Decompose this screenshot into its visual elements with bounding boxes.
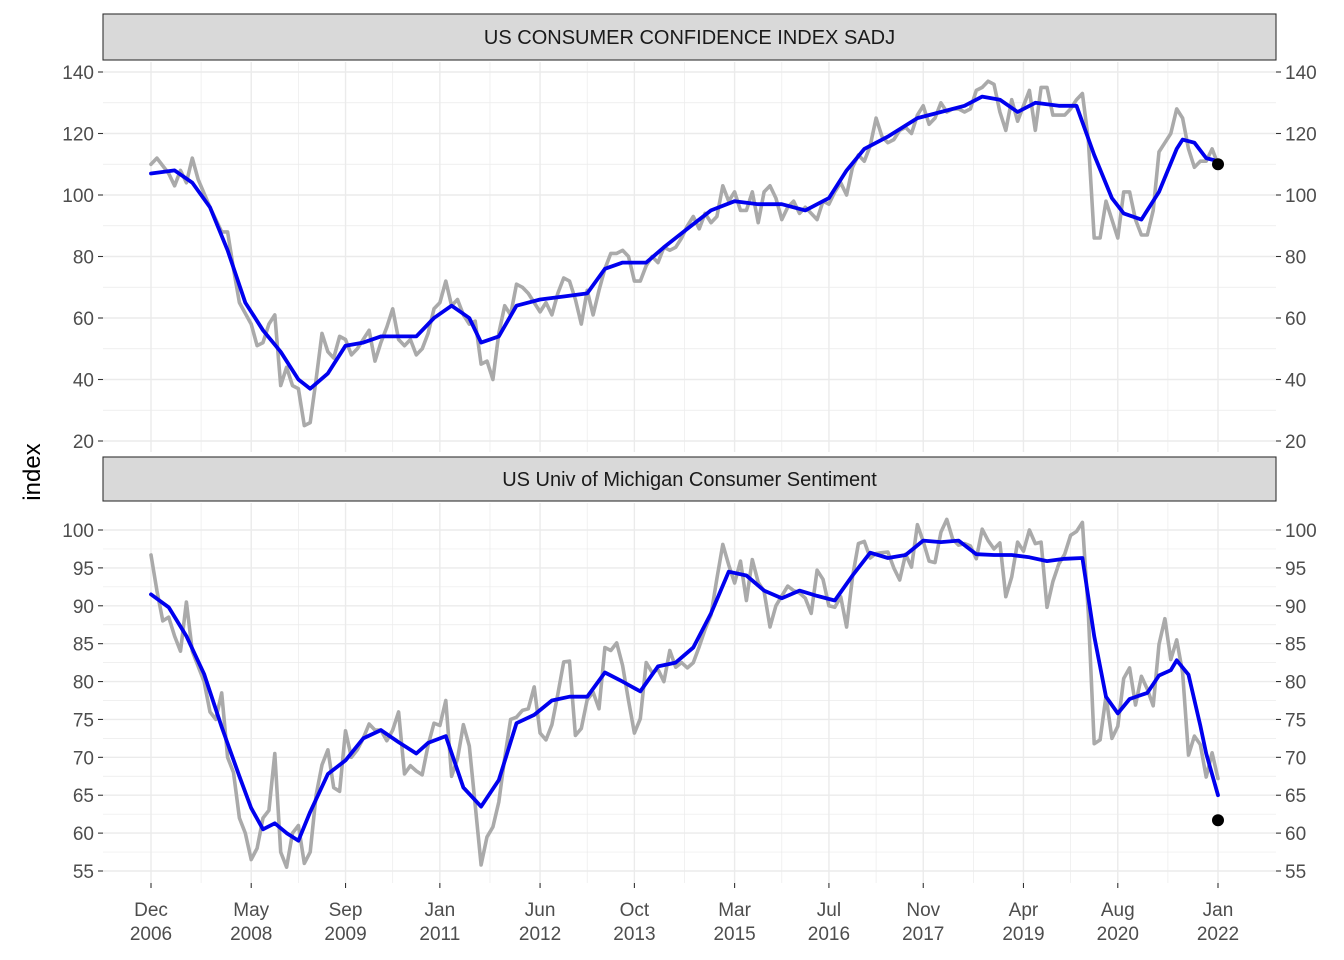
y-tick-label-left: 140	[62, 63, 94, 84]
y-tick-label-right: 95	[1285, 559, 1306, 580]
series-line-raw	[149, 517, 1220, 869]
y-tick-label-right: 120	[1285, 125, 1317, 146]
x-tick-label-year: 2022	[1197, 924, 1239, 945]
x-tick-label-month: May	[233, 900, 269, 921]
x-tick-label-year: 2015	[713, 924, 755, 945]
y-tick-label-right: 140	[1285, 63, 1317, 84]
panel-strip	[102, 456, 1277, 502]
x-tick-label-year: 2006	[130, 924, 172, 945]
x-tick-label-month: Mar	[718, 900, 751, 921]
x-tick-label-month: Jun	[525, 900, 556, 921]
x-tick-label-year: 2009	[324, 924, 366, 945]
y-tick-label-right: 80	[1285, 248, 1306, 269]
y-tick-label-left: 65	[73, 786, 94, 807]
y-tick-label-left: 95	[73, 559, 94, 580]
y-tick-label-right: 100	[1285, 186, 1317, 207]
y-tick-label-right: 40	[1285, 371, 1306, 392]
panel-title: US Univ of Michigan Consumer Sentiment	[502, 469, 877, 491]
panel-consumer-confidence: US CONSUMER CONFIDENCE INDEX SADJ 20 20 40 4…	[62, 13, 1317, 453]
x-tick-label-year: 2019	[1002, 924, 1044, 945]
x-tick-label-month: Oct	[620, 900, 650, 921]
y-tick-label-left: 60	[73, 824, 94, 845]
x-tick-label-month: Dec	[134, 900, 168, 921]
y-tick-label-right: 60	[1285, 824, 1306, 845]
y-tick-label-left: 70	[73, 748, 94, 769]
x-tick-label-year: 2011	[419, 924, 460, 945]
last-value-point	[1212, 814, 1224, 827]
y-axis-label: index	[19, 443, 46, 500]
y-tick-label-left: 55	[73, 862, 94, 883]
x-tick-label-year: 2016	[808, 924, 850, 945]
y-tick-label-left: 60	[73, 309, 94, 330]
x-tick-label-year: 2012	[519, 924, 561, 945]
y-tick-label-right: 100	[1285, 521, 1317, 542]
y-tick-label-right: 80	[1285, 673, 1306, 694]
x-tick-label-month: Jan	[425, 900, 456, 921]
x-tick-label-year: 2013	[613, 924, 655, 945]
y-tick-label-right: 55	[1285, 862, 1306, 883]
x-tick-label-month: Aug	[1101, 900, 1135, 921]
y-tick-label-left: 40	[73, 371, 94, 392]
x-tick-label-month: Jan	[1203, 900, 1234, 921]
y-tick-label-left: 90	[73, 597, 94, 618]
panel-strip	[102, 13, 1277, 61]
y-tick-label-right: 70	[1285, 748, 1306, 769]
y-tick-label-left: 20	[73, 432, 94, 453]
y-tick-label-left: 85	[73, 635, 94, 656]
y-tick-label-left: 100	[62, 521, 94, 542]
x-tick-label-month: Apr	[1009, 900, 1039, 921]
y-tick-label-right: 75	[1285, 710, 1306, 731]
y-tick-label-left: 80	[73, 248, 94, 269]
x-tick-label-month: Sep	[329, 900, 363, 921]
y-tick-label-right: 85	[1285, 635, 1306, 656]
x-tick-label-year: 2020	[1097, 924, 1139, 945]
panel-title: US CONSUMER CONFIDENCE INDEX SADJ	[484, 27, 895, 49]
y-tick-label-right: 90	[1285, 597, 1306, 618]
y-tick-label-left: 75	[73, 710, 94, 731]
x-tick-label-month: Nov	[906, 900, 940, 921]
y-tick-label-right: 60	[1285, 309, 1306, 330]
last-value-point	[1212, 158, 1224, 171]
y-tick-label-right: 20	[1285, 432, 1306, 453]
x-axis: Dec 2006 May 2008 Sep 2009 Jan 2011 Jun 2012 Oct 20…	[130, 883, 1239, 945]
x-tick-label-month: Jul	[817, 900, 841, 921]
x-tick-label-year: 2017	[902, 924, 944, 945]
y-tick-label-left: 120	[62, 125, 94, 146]
series-line-smoothed	[149, 538, 1220, 843]
panel-michigan-sentiment: US Univ of Michigan Consumer Sentiment 55…	[62, 456, 1317, 883]
y-tick-label-left: 100	[62, 186, 94, 207]
series-line-smoothed	[149, 94, 1220, 391]
y-tick-label-right: 65	[1285, 786, 1306, 807]
y-tick-label-left: 80	[73, 673, 94, 694]
x-tick-label-year: 2008	[230, 924, 272, 945]
